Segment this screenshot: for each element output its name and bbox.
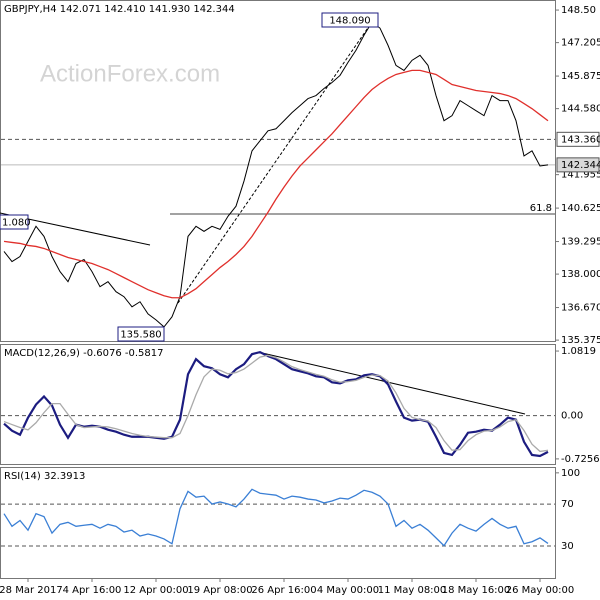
x-tick-label: 26 May 00:00 bbox=[506, 585, 575, 596]
y-tick-label: 140.625 bbox=[561, 203, 600, 214]
rsi-panel bbox=[0, 467, 556, 579]
y-tick-label: 147.205 bbox=[561, 38, 600, 49]
fib-label: 61.8 bbox=[530, 203, 552, 214]
watermark: ActionForex.com bbox=[40, 60, 220, 87]
level-box bbox=[556, 131, 600, 147]
x-tick-label: 4 May 00:00 bbox=[317, 585, 379, 596]
level-label: 142.344 bbox=[561, 160, 600, 171]
series-line bbox=[3, 69, 549, 299]
y-tick-label: 138.000 bbox=[561, 269, 600, 280]
x-tick-label: 18 May 16:00 bbox=[442, 585, 511, 596]
x-tick-label: 26 Apr 16:00 bbox=[251, 585, 316, 596]
y-tick-label: 148.50 bbox=[561, 5, 596, 16]
y-tick-label: 1.0819 bbox=[561, 346, 596, 357]
trend-line bbox=[177, 21, 373, 304]
series-line bbox=[3, 354, 549, 453]
level-box bbox=[556, 157, 600, 173]
x-tick-label: 19 Apr 08:00 bbox=[187, 585, 252, 596]
panel-title: GBPJPY,H4 142.071 142.410 141.930 142.34… bbox=[4, 4, 235, 15]
left-label: 1.080 bbox=[2, 218, 31, 229]
trend-line bbox=[257, 351, 526, 415]
panel-title: MACD(12,26,9) -0.6076 -0.5817 bbox=[4, 348, 164, 359]
high-box bbox=[321, 12, 379, 28]
y-tick-label: 136.670 bbox=[561, 303, 600, 314]
y-tick-label: 141.955 bbox=[561, 170, 600, 181]
y-tick-label: 139.295 bbox=[561, 237, 600, 248]
low-label: 135.580 bbox=[120, 330, 161, 341]
y-tick-label: 135.375 bbox=[561, 335, 600, 346]
x-tick-label: 4 Apr 16:00 bbox=[63, 585, 122, 596]
macd-panel bbox=[0, 344, 556, 465]
y-tick-label: 144.580 bbox=[561, 104, 600, 115]
price-panel bbox=[0, 0, 556, 342]
x-tick-label: 28 Mar 2017 bbox=[0, 585, 63, 596]
high-label: 148.090 bbox=[329, 16, 370, 27]
y-tick-label: 145.875 bbox=[561, 71, 600, 82]
level-label: 30 bbox=[561, 541, 574, 552]
y-tick-label: 100 bbox=[561, 468, 580, 479]
level-label: 0.00 bbox=[561, 411, 583, 422]
series-line bbox=[3, 21, 549, 328]
level-label: 143.360 bbox=[561, 134, 600, 145]
level-label: 70 bbox=[561, 499, 574, 510]
panel-title: RSI(14) 32.3913 bbox=[4, 471, 85, 482]
series-line bbox=[3, 350, 549, 458]
x-tick-label: 11 May 08:00 bbox=[378, 585, 447, 596]
left-box bbox=[0, 214, 29, 230]
x-tick-label: 12 Apr 00:00 bbox=[123, 585, 188, 596]
series-line bbox=[3, 488, 549, 547]
y-tick-label: -0.7256 bbox=[561, 454, 600, 465]
low-box bbox=[117, 326, 165, 342]
